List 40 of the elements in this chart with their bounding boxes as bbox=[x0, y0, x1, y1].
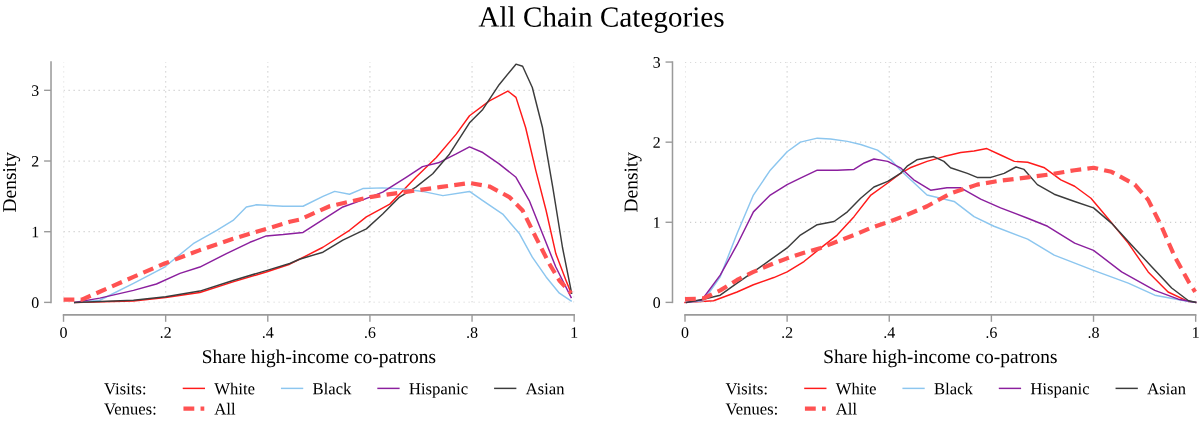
x-axis-title: Share high-income co-patrons bbox=[202, 349, 436, 368]
legend-label: Asian bbox=[1147, 383, 1186, 395]
y-tick-label: 3 bbox=[653, 57, 661, 68]
x-tick-label: 1 bbox=[571, 327, 578, 338]
text: Visits: bbox=[104, 383, 146, 395]
x-tick-label: .8 bbox=[467, 327, 478, 338]
legend-label: Hispanic bbox=[409, 383, 468, 398]
legend-label: White bbox=[835, 382, 876, 395]
y-tick-label: 2 bbox=[31, 155, 39, 167]
legend-label: Black bbox=[934, 382, 973, 395]
y-axis-title: Density bbox=[3, 152, 21, 212]
legend-label: Asian bbox=[525, 383, 565, 395]
text: Venues: bbox=[725, 403, 777, 415]
legend-label: White bbox=[214, 382, 255, 395]
legend-label: Hispanic bbox=[1030, 383, 1090, 398]
y-tick-label: 3 bbox=[31, 85, 39, 97]
y-tick-label: 1 bbox=[654, 217, 660, 228]
x-tick-label: 0 bbox=[60, 327, 67, 338]
chart-title: All Chain Categories bbox=[478, 6, 724, 33]
text: Visits: bbox=[725, 383, 767, 395]
y-tick-label: 1 bbox=[32, 226, 39, 238]
x-tick-label: .4 bbox=[262, 327, 274, 338]
x-axis-title: Share high-income co-patrons bbox=[824, 349, 1057, 368]
legend-label: Black bbox=[312, 382, 352, 395]
y-tick-label: 0 bbox=[31, 297, 39, 309]
x-tick-label: .2 bbox=[782, 327, 793, 338]
y-tick-label: 0 bbox=[653, 297, 661, 309]
x-tick-label: .8 bbox=[1088, 327, 1099, 338]
x-tick-label: .6 bbox=[986, 327, 997, 338]
y-axis-title: Density bbox=[624, 152, 642, 212]
line-series bbox=[74, 146, 572, 304]
x-tick-label: .2 bbox=[160, 327, 171, 338]
x-tick-label: .4 bbox=[884, 327, 895, 338]
legend-label: All bbox=[214, 402, 236, 415]
x-tick-label: 1 bbox=[1193, 327, 1199, 338]
legend-label: All bbox=[835, 402, 857, 415]
text: Venues: bbox=[104, 403, 156, 415]
x-tick-label: .6 bbox=[364, 327, 376, 338]
x-tick-label: 0 bbox=[681, 327, 689, 338]
y-tick-label: 2 bbox=[653, 137, 660, 148]
